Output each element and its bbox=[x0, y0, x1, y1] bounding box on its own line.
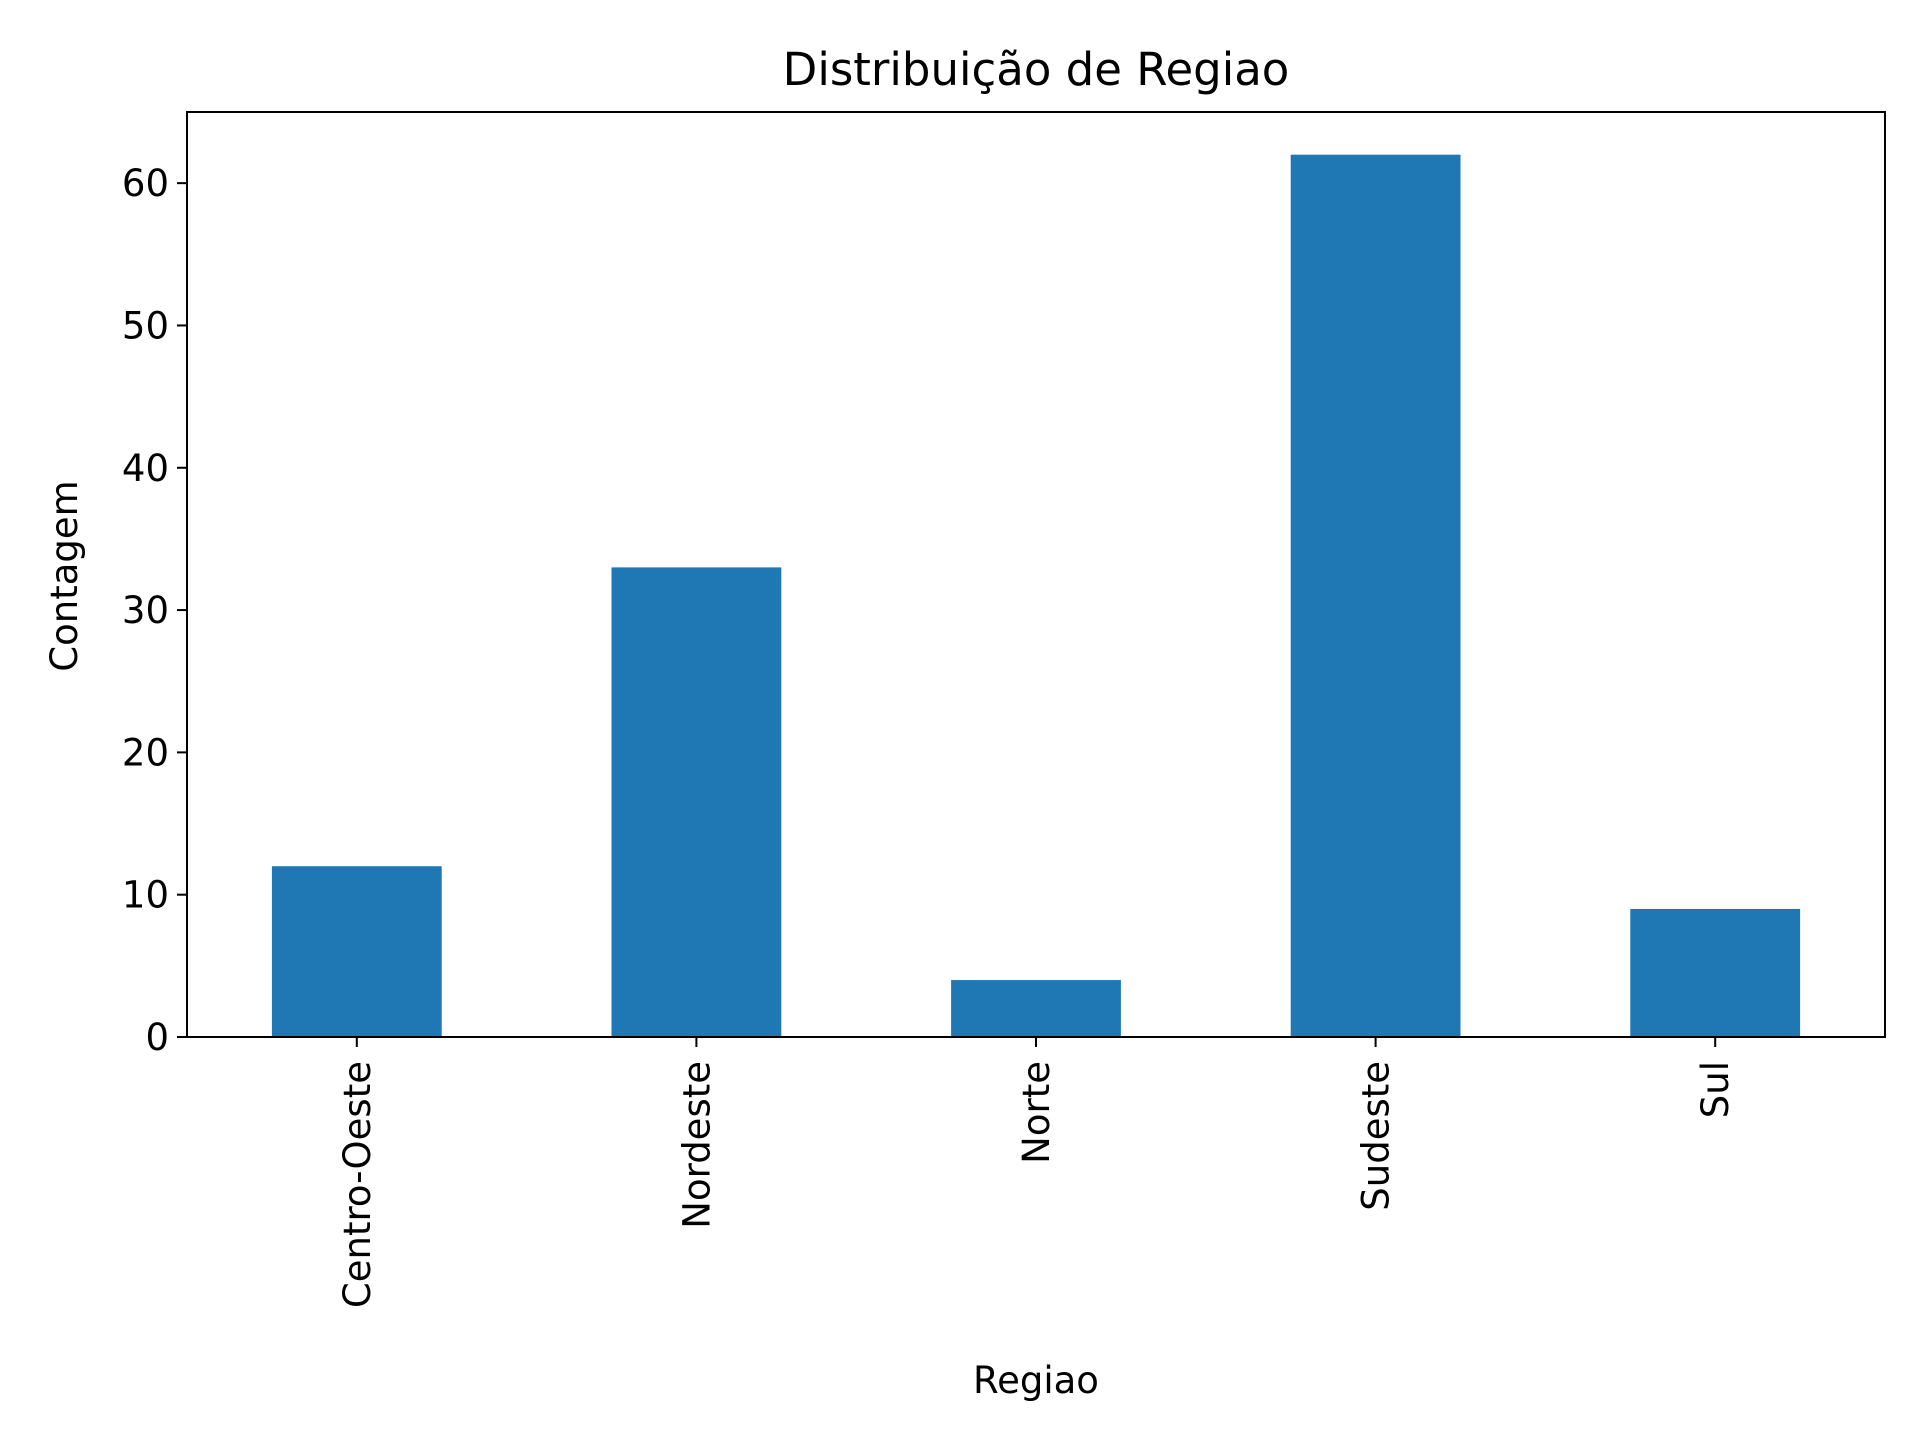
bar-norte bbox=[951, 980, 1121, 1037]
bar-sudeste bbox=[1290, 154, 1461, 1037]
chart-title: Distribuição de Regiao bbox=[783, 43, 1290, 96]
plot-area-frame bbox=[186, 111, 1886, 1038]
y-tick-label: 10 bbox=[122, 874, 169, 917]
y-tick-label: 50 bbox=[122, 304, 169, 347]
x-tick-label: Norte bbox=[1015, 1061, 1058, 1164]
bar-sul bbox=[1630, 908, 1801, 1037]
y-tick-label: 0 bbox=[145, 1016, 169, 1059]
x-tick-label: Sudeste bbox=[1355, 1061, 1398, 1211]
y-axis-ticks: 0 10 20 30 40 50 60 bbox=[122, 162, 187, 1059]
x-axis-ticks: Centro-Oeste Nordeste Norte Sudeste Sul bbox=[336, 1037, 1737, 1308]
y-tick-label: 20 bbox=[122, 731, 169, 774]
bars-group bbox=[271, 154, 1801, 1037]
y-tick-label: 30 bbox=[122, 589, 169, 632]
x-tick-label: Centro-Oeste bbox=[336, 1061, 379, 1308]
y-tick-label: 60 bbox=[122, 162, 169, 205]
y-tick-label: 40 bbox=[122, 447, 169, 490]
x-axis-label: Regiao bbox=[973, 1359, 1099, 1402]
y-axis-label: Contagem bbox=[43, 480, 86, 671]
bar-centro-oeste bbox=[271, 866, 442, 1037]
x-tick-label: Sul bbox=[1694, 1061, 1737, 1118]
x-tick-label: Nordeste bbox=[675, 1061, 718, 1229]
bar-nordeste bbox=[611, 567, 782, 1037]
